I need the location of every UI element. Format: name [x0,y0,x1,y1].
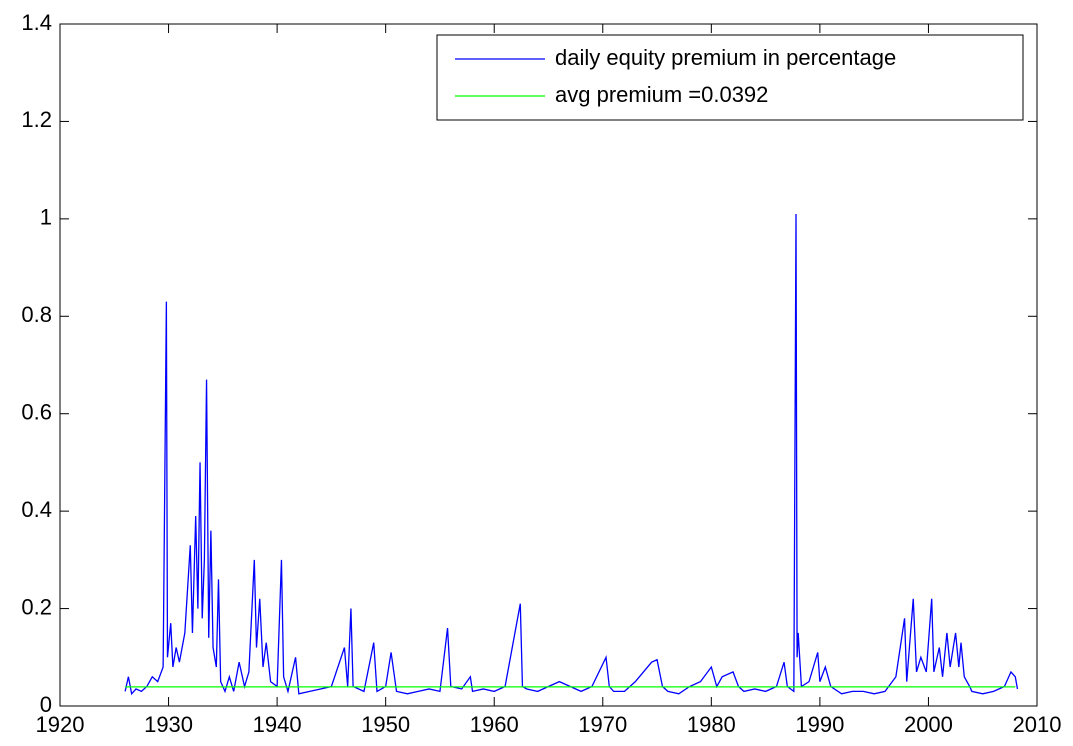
legend-label: avg premium =0.0392 [555,82,768,107]
legend-box [436,34,1024,121]
x-tick-label: 2000 [904,712,953,737]
y-tick-label: 1 [40,205,52,230]
plot-area [59,23,1038,707]
y-tick-label: 0.4 [21,497,52,522]
x-tick-label: 1980 [687,712,736,737]
x-tick-label: 1960 [470,712,519,737]
y-tick-label: 1.2 [21,107,52,132]
legend-label: daily equity premium in percentage [555,45,896,70]
x-tick-label: 1940 [253,712,302,737]
y-tick-label: 0.8 [21,302,52,327]
y-tick-label: 0.6 [21,400,52,425]
y-tick-label: 0 [40,692,52,717]
y-tick-label: 1.4 [21,10,52,35]
x-tick-label: 1990 [795,712,844,737]
x-tick-label: 1950 [361,712,410,737]
x-tick-label: 1970 [578,712,627,737]
x-tick-label: 2010 [1013,712,1062,737]
y-tick-label: 0.2 [21,594,52,619]
x-tick-label: 1920 [36,712,85,737]
x-tick-label: 1930 [144,712,193,737]
